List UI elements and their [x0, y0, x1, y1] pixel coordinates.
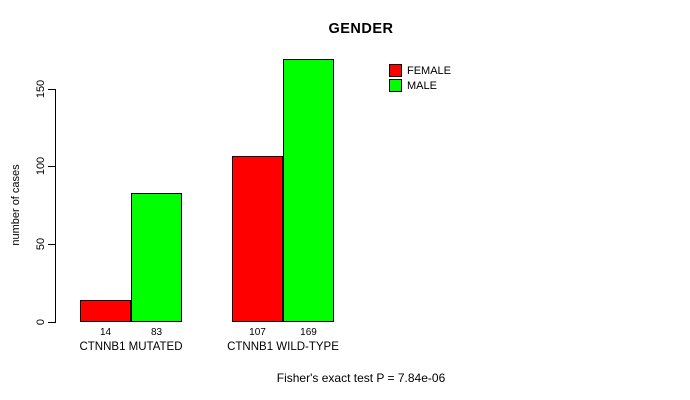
y-tick-label-0: 0 [35, 318, 47, 326]
bar-value-female-ctnnb1-mutated: 14 [99, 327, 112, 338]
chart-title: GENDER [328, 21, 394, 37]
legend-swatch-male [389, 79, 402, 92]
category-label-ctnnb1-wild-type: CTNNB1 WILD-TYPE [227, 341, 339, 353]
y-axis-label: number of cases [10, 164, 22, 246]
y-tick-mark-0 [48, 322, 55, 323]
y-tick-label-100: 100 [35, 157, 47, 176]
legend-label-male: MALE [407, 79, 437, 92]
legend-swatch-female [389, 64, 402, 77]
y-tick-mark-50 [48, 244, 55, 246]
annotation-fisher-test: Fisher's exact test P = 7.84e-06 [276, 371, 446, 385]
y-tick-mark-150 [48, 88, 55, 90]
bar-female-ctnnb1-wild-type [232, 156, 283, 322]
bar-male-ctnnb1-wild-type [283, 59, 334, 322]
bar-value-female-ctnnb1-wild-type: 107 [249, 327, 266, 338]
legend-item-male: MALE [389, 79, 451, 92]
legend: FEMALE MALE [389, 64, 451, 94]
bar-female-ctnnb1-mutated [80, 300, 131, 322]
bar-value-male-ctnnb1-wild-type: 169 [300, 327, 317, 338]
y-tick-label-50: 50 [35, 238, 47, 251]
y-axis-line [55, 88, 56, 323]
bar-male-ctnnb1-mutated [131, 193, 182, 322]
legend-label-female: FEMALE [407, 64, 452, 77]
bar-value-male-ctnnb1-mutated: 83 [150, 327, 163, 338]
legend-item-female: FEMALE [389, 64, 451, 77]
category-label-ctnnb1-mutated: CTNNB1 MUTATED [79, 341, 183, 353]
y-tick-label-150: 150 [35, 79, 47, 98]
y-tick-mark-100 [48, 166, 55, 168]
